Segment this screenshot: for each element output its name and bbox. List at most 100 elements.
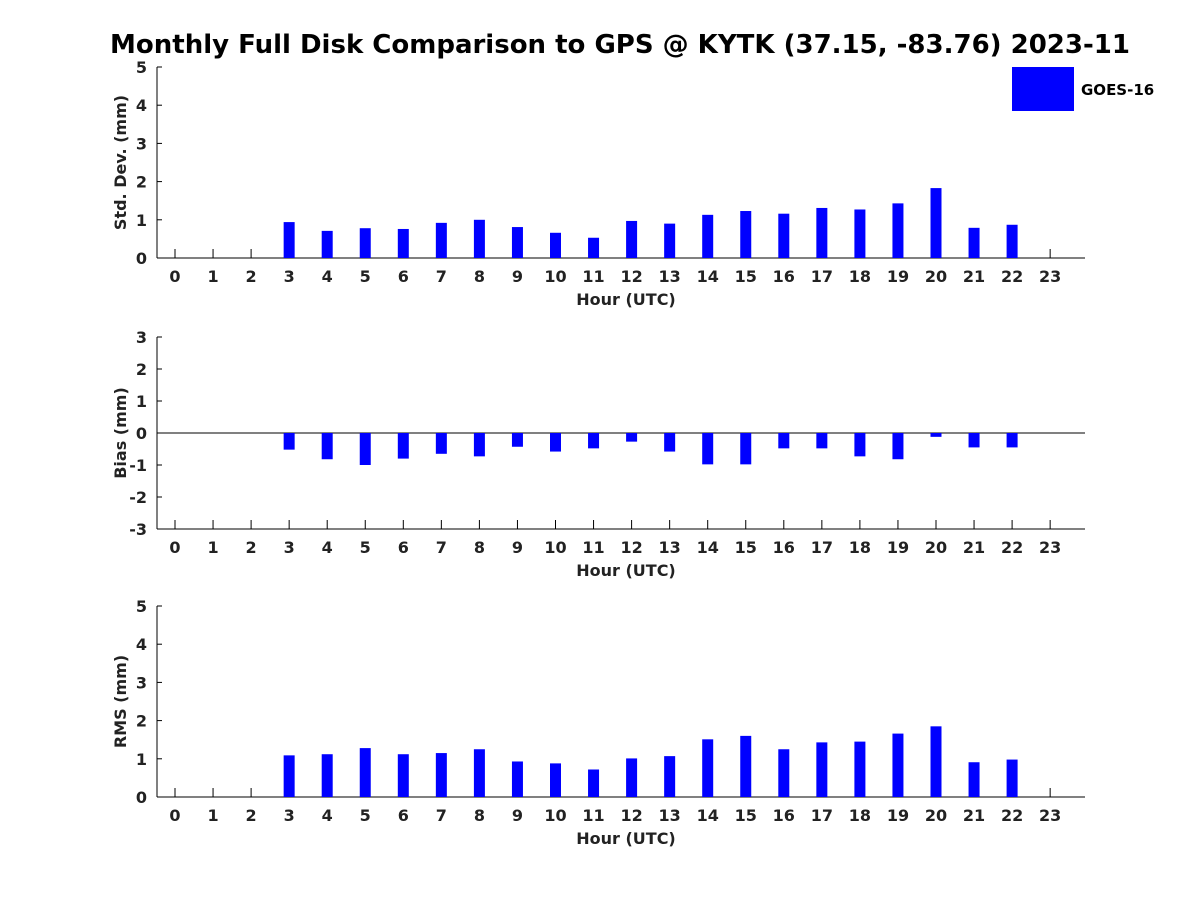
bar-hour-8 bbox=[473, 749, 485, 797]
x-tick-label: 23 bbox=[1039, 538, 1061, 557]
x-tick-label: 11 bbox=[582, 806, 604, 825]
bar-hour-13 bbox=[664, 223, 676, 258]
x-tick-label: 1 bbox=[207, 538, 218, 557]
x-axis-label: Hour (UTC) bbox=[576, 829, 676, 848]
legend-label-goes-16: GOES-16 bbox=[1081, 81, 1155, 99]
y-tick-label: -1 bbox=[129, 456, 147, 475]
bar-hour-16 bbox=[778, 433, 790, 449]
y-tick-label: 0 bbox=[136, 249, 147, 268]
x-tick-label: 10 bbox=[544, 538, 566, 557]
x-tick-label: 2 bbox=[246, 806, 257, 825]
bar-hour-18 bbox=[854, 741, 866, 797]
x-tick-label: 12 bbox=[620, 538, 642, 557]
bar-hour-18 bbox=[854, 209, 866, 258]
bar-hour-12 bbox=[626, 220, 638, 258]
x-tick-label: 22 bbox=[1001, 806, 1023, 825]
x-tick-label: 4 bbox=[322, 538, 333, 557]
x-tick-label: 16 bbox=[773, 806, 795, 825]
bar-hour-10 bbox=[550, 763, 561, 797]
x-tick-label: 17 bbox=[811, 538, 833, 557]
bar-hour-8 bbox=[473, 433, 485, 457]
x-tick-label: 16 bbox=[773, 267, 795, 286]
x-tick-label: 19 bbox=[887, 806, 909, 825]
x-tick-label: 5 bbox=[360, 267, 371, 286]
x-tick-label: 12 bbox=[620, 267, 642, 286]
x-tick-label: 2 bbox=[246, 267, 257, 286]
y-tick-label: 5 bbox=[136, 58, 147, 77]
bar-hour-20 bbox=[930, 433, 942, 437]
x-tick-label: 7 bbox=[436, 538, 447, 557]
bar-hour-11 bbox=[588, 237, 600, 258]
x-tick-label: 8 bbox=[474, 267, 485, 286]
bar-hour-17 bbox=[816, 433, 828, 449]
x-tick-label: 6 bbox=[398, 806, 409, 825]
x-tick-label: 20 bbox=[925, 267, 947, 286]
y-tick-label: 1 bbox=[136, 392, 147, 411]
y-tick-label: 3 bbox=[136, 328, 147, 347]
bar-hour-11 bbox=[588, 769, 600, 797]
x-tick-label: 6 bbox=[398, 267, 409, 286]
y-axis-label: Std. Dev. (mm) bbox=[111, 95, 130, 230]
y-axis-label: RMS (mm) bbox=[111, 655, 130, 748]
legend-swatch-goes-16 bbox=[1012, 67, 1074, 111]
bar-hour-22 bbox=[1006, 759, 1018, 797]
y-tick-label: 1 bbox=[136, 211, 147, 230]
bar-hour-7 bbox=[435, 753, 447, 797]
x-tick-label: 19 bbox=[887, 267, 909, 286]
x-tick-label: 5 bbox=[360, 806, 371, 825]
bar-hour-17 bbox=[816, 207, 828, 258]
bar-hour-20 bbox=[930, 188, 942, 258]
bar-hour-9 bbox=[511, 227, 523, 258]
x-axis-label: Hour (UTC) bbox=[576, 561, 676, 580]
bar-hour-10 bbox=[550, 433, 561, 452]
bar-hour-14 bbox=[702, 739, 714, 797]
bar-hour-19 bbox=[892, 203, 904, 258]
bar-hour-13 bbox=[664, 433, 676, 452]
x-tick-label: 15 bbox=[735, 538, 757, 557]
x-tick-label: 20 bbox=[925, 538, 947, 557]
x-tick-label: 18 bbox=[849, 806, 871, 825]
x-tick-label: 10 bbox=[544, 267, 566, 286]
y-tick-label: 4 bbox=[136, 96, 147, 115]
bar-hour-6 bbox=[397, 228, 409, 258]
x-tick-label: 22 bbox=[1001, 538, 1023, 557]
x-tick-label: 3 bbox=[284, 806, 295, 825]
bar-hour-16 bbox=[778, 213, 790, 258]
x-axis-label: Hour (UTC) bbox=[576, 290, 676, 309]
y-tick-label: 0 bbox=[136, 424, 147, 443]
x-tick-label: 18 bbox=[849, 267, 871, 286]
bar-hour-20 bbox=[930, 726, 942, 797]
bar-hour-6 bbox=[397, 433, 409, 459]
x-tick-label: 1 bbox=[207, 267, 218, 286]
x-tick-label: 14 bbox=[697, 267, 719, 286]
x-tick-label: 0 bbox=[169, 267, 180, 286]
bar-hour-15 bbox=[740, 735, 752, 797]
bar-hour-9 bbox=[511, 761, 523, 797]
x-tick-label: 23 bbox=[1039, 267, 1061, 286]
bar-hour-19 bbox=[892, 733, 904, 797]
y-axis-label: Bias (mm) bbox=[111, 387, 130, 479]
y-tick-label: 0 bbox=[136, 788, 147, 807]
x-tick-label: 6 bbox=[398, 538, 409, 557]
bar-hour-14 bbox=[702, 214, 714, 258]
bar-hour-21 bbox=[968, 227, 980, 258]
x-tick-label: 13 bbox=[659, 267, 681, 286]
x-tick-label: 12 bbox=[620, 806, 642, 825]
x-tick-label: 15 bbox=[735, 806, 757, 825]
x-tick-label: 17 bbox=[811, 806, 833, 825]
bar-hour-18 bbox=[854, 433, 866, 457]
x-tick-label: 10 bbox=[544, 806, 566, 825]
bar-hour-13 bbox=[664, 756, 676, 797]
x-tick-label: 22 bbox=[1001, 267, 1023, 286]
bar-hour-4 bbox=[321, 230, 333, 258]
bar-hour-3 bbox=[283, 222, 295, 258]
bar-hour-4 bbox=[321, 433, 333, 460]
x-tick-label: 0 bbox=[169, 538, 180, 557]
x-tick-label: 21 bbox=[963, 267, 985, 286]
x-tick-label: 14 bbox=[697, 538, 719, 557]
y-tick-label: -2 bbox=[129, 488, 147, 507]
bar-hour-3 bbox=[283, 755, 295, 797]
bar-hour-21 bbox=[968, 762, 980, 797]
